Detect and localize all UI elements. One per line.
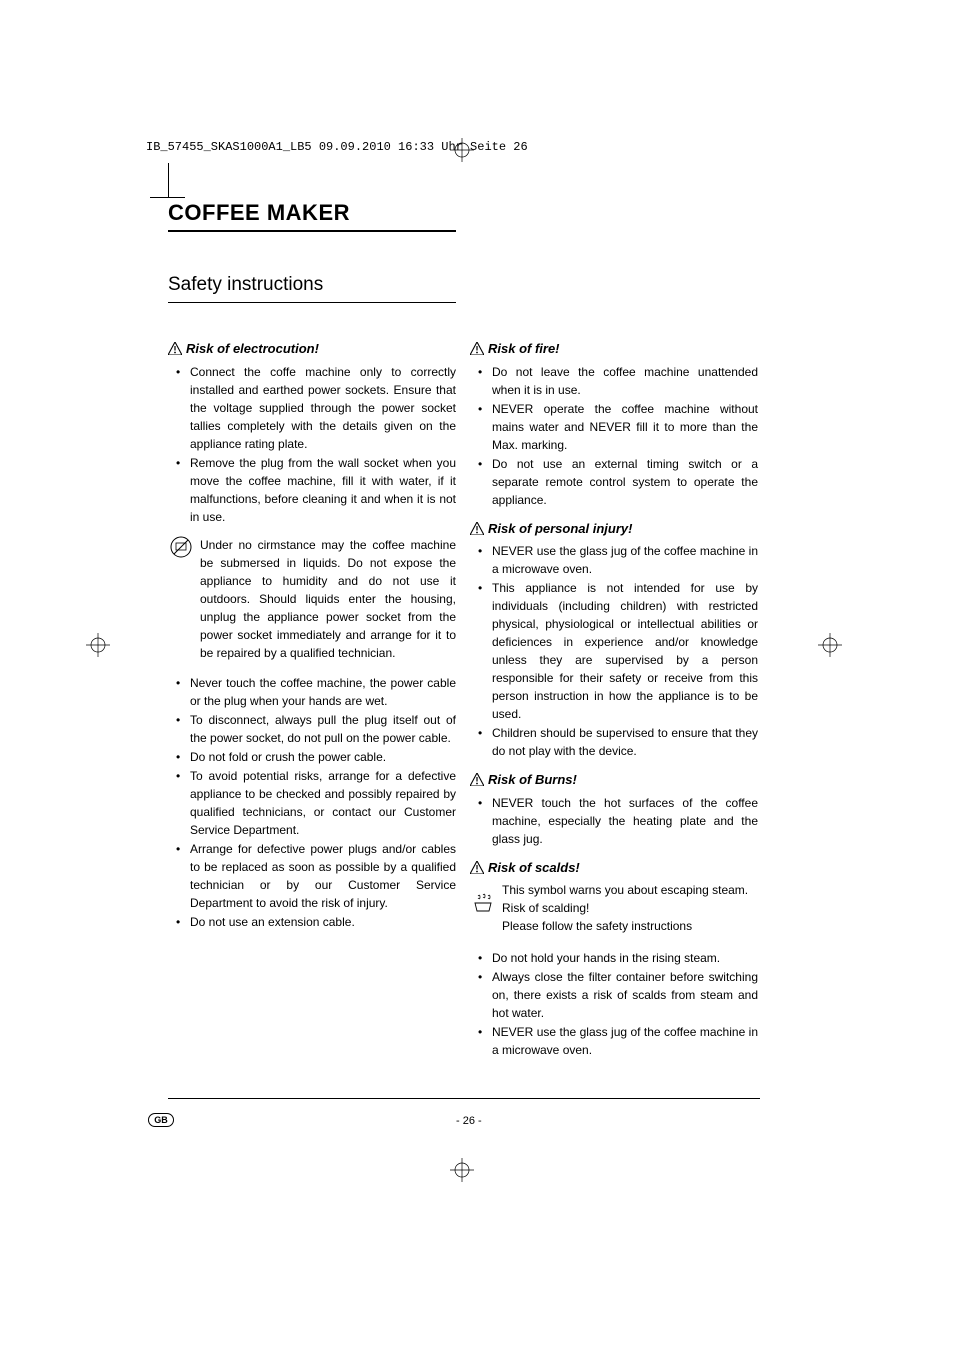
- list-item: Children should be supervised to ensure …: [470, 724, 758, 760]
- warning-title: Risk of electrocution!: [186, 339, 319, 359]
- left-column: Risk of electrocution! Connect the coffe…: [168, 339, 456, 1069]
- icon-line: Please follow the safety instructions: [502, 917, 748, 935]
- icon-note: This symbol warns you about escaping ste…: [470, 881, 758, 935]
- warning-triangle-icon: [470, 522, 484, 535]
- list-item: To avoid potential risks, arrange for a …: [168, 767, 456, 839]
- warning-title: Risk of fire!: [488, 339, 560, 359]
- list-item: Do not use an external timing switch or …: [470, 455, 758, 509]
- list-item: To disconnect, always pull the plug itse…: [168, 711, 456, 747]
- title-rule: [168, 230, 456, 232]
- list-item: NEVER use the glass jug of the coffee ma…: [470, 542, 758, 578]
- list-item: Do not hold your hands in the rising ste…: [470, 949, 758, 967]
- no-liquid-icon: [170, 536, 192, 558]
- list-item: Do not fold or crush the power cable.: [168, 748, 456, 766]
- list-item: This appliance is not intended for use b…: [470, 579, 758, 723]
- list-item: NEVER use the glass jug of the coffee ma…: [470, 1023, 758, 1059]
- list-item: NEVER touch the hot surfaces of the coff…: [470, 794, 758, 848]
- registration-mark-icon: [450, 1158, 474, 1182]
- list-item: Never touch the coffee machine, the powe…: [168, 674, 456, 710]
- warning-heading: Risk of scalds!: [470, 858, 758, 878]
- list-item: Connect the coffe machine only to correc…: [168, 363, 456, 453]
- warning-heading: Risk of personal injury!: [470, 519, 758, 539]
- page-number: - 26 -: [456, 1115, 482, 1127]
- bullet-list: Do not leave the coffee machine unattend…: [470, 363, 758, 509]
- list-item: Remove the plug from the wall socket whe…: [168, 454, 456, 526]
- warning-heading: Risk of fire!: [470, 339, 758, 359]
- bullet-list: Do not hold your hands in the rising ste…: [470, 949, 758, 1059]
- warning-triangle-icon: [470, 861, 484, 874]
- steam-icon: [472, 891, 494, 913]
- main-title: COFFEE MAKER: [168, 200, 758, 226]
- warning-title: Risk of scalds!: [488, 858, 580, 878]
- warning-triangle-icon: [470, 342, 484, 355]
- icon-note-text: This symbol warns you about escaping ste…: [502, 881, 748, 935]
- list-item: Do not use an extension cable.: [168, 913, 456, 931]
- bullet-list: Connect the coffe machine only to correc…: [168, 363, 456, 526]
- footer-rule: [168, 1098, 760, 1099]
- icon-line: Risk of scalding!: [502, 899, 748, 917]
- bullet-list: Never touch the coffee machine, the powe…: [168, 674, 456, 931]
- language-badge: GB: [148, 1113, 174, 1127]
- bullet-list: NEVER use the glass jug of the coffee ma…: [470, 542, 758, 760]
- registration-mark-icon: [86, 633, 110, 657]
- bullet-list: NEVER touch the hot surfaces of the coff…: [470, 794, 758, 848]
- registration-mark-icon: [450, 138, 474, 162]
- warning-triangle-icon: [470, 773, 484, 786]
- warning-triangle-icon: [168, 342, 182, 355]
- warning-heading: Risk of electrocution!: [168, 339, 456, 359]
- list-item: Do not leave the coffee machine unattend…: [470, 363, 758, 399]
- icon-note-text: Under no cirmstance may the coffee machi…: [200, 536, 456, 662]
- list-item: Always close the filter container before…: [470, 968, 758, 1022]
- warning-title: Risk of Burns!: [488, 770, 577, 790]
- list-item: Arrange for defective power plugs and/or…: [168, 840, 456, 912]
- list-item: NEVER operate the coffee machine without…: [470, 400, 758, 454]
- warning-heading: Risk of Burns!: [470, 770, 758, 790]
- warning-title: Risk of personal injury!: [488, 519, 632, 539]
- right-column: Risk of fire! Do not leave the coffee ma…: [470, 339, 758, 1069]
- crop-mark: [168, 163, 169, 198]
- section-title: Safety instructions: [168, 274, 758, 296]
- registration-mark-icon: [818, 633, 842, 657]
- icon-line: This symbol warns you about escaping ste…: [502, 881, 748, 899]
- crop-mark: [150, 197, 185, 198]
- section-rule: [168, 302, 456, 303]
- icon-note: Under no cirmstance may the coffee machi…: [168, 536, 456, 662]
